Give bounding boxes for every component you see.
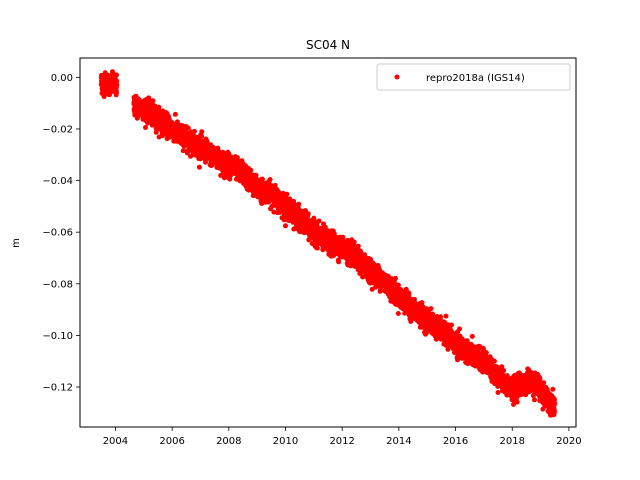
- data-point: [248, 167, 254, 173]
- data-point: [419, 300, 425, 306]
- data-point: [355, 243, 361, 249]
- data-point: [150, 98, 156, 104]
- data-point: [306, 237, 312, 243]
- data-point: [234, 155, 240, 161]
- data-point: [491, 358, 497, 364]
- data-point: [351, 239, 357, 245]
- data-point: [114, 78, 120, 84]
- data-point: [314, 245, 320, 251]
- data-point: [218, 172, 224, 178]
- data-point: [311, 217, 317, 223]
- data-point: [483, 350, 489, 356]
- data-point: [185, 125, 191, 131]
- data-point: [196, 164, 202, 170]
- data-point: [192, 128, 197, 134]
- data-point: [143, 125, 148, 130]
- data-point: [114, 89, 119, 95]
- data-point: [501, 368, 507, 374]
- data-points: [98, 69, 558, 418]
- data-point: [259, 176, 265, 182]
- data-point: [428, 306, 434, 312]
- data-point: [395, 311, 401, 316]
- data-point: [283, 223, 288, 229]
- data-point: [199, 133, 205, 139]
- data-point: [469, 333, 475, 339]
- data-point: [499, 364, 505, 370]
- data-point: [156, 104, 162, 110]
- data-point: [495, 390, 501, 395]
- data-point: [114, 82, 120, 88]
- data-point: [114, 72, 119, 78]
- data-point: [296, 201, 302, 207]
- data-point: [406, 290, 412, 296]
- data-point: [267, 177, 273, 182]
- data-point: [449, 322, 454, 328]
- data-point: [395, 282, 401, 288]
- data-point: [305, 211, 311, 217]
- data-point: [457, 326, 462, 332]
- data-point: [180, 148, 186, 154]
- data-point: [393, 275, 398, 281]
- data-point: [284, 191, 290, 197]
- data-point: [199, 129, 205, 135]
- data-point: [443, 313, 449, 319]
- data-point: [172, 111, 178, 117]
- data-point: [292, 202, 298, 207]
- data-point: [360, 274, 366, 280]
- data-point: [203, 159, 208, 165]
- data-point: [336, 259, 342, 265]
- data-point: [438, 314, 443, 320]
- data-point: [316, 218, 322, 224]
- data-point: [340, 234, 346, 240]
- chart-title: SC04 N: [306, 38, 350, 52]
